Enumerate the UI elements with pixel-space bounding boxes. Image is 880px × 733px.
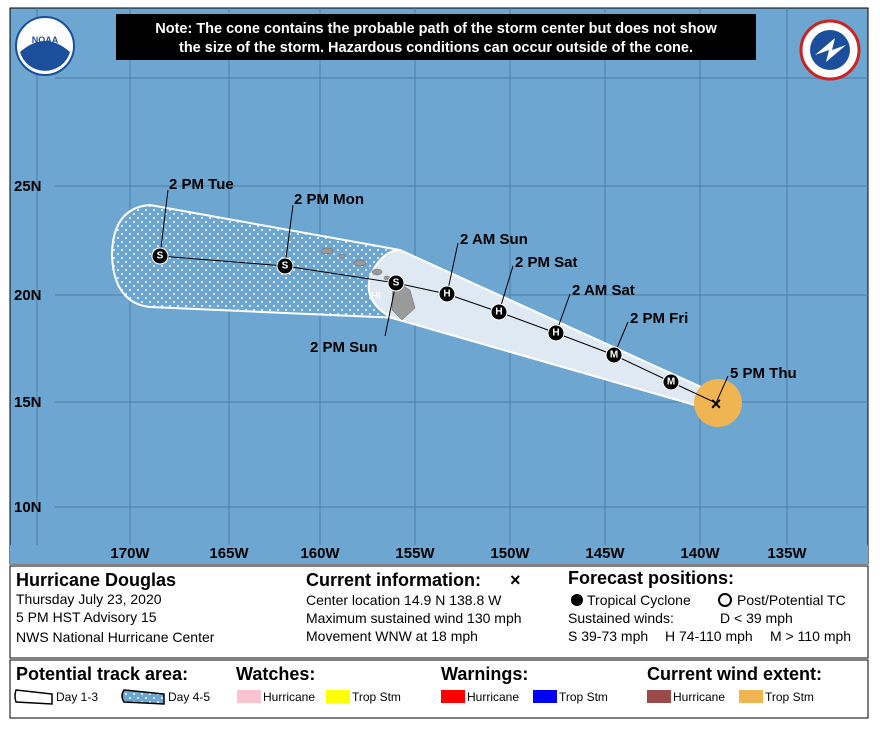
forecast-point [438,285,456,303]
day13: Day 1-3 [56,690,98,704]
lat-label: 15N [14,394,42,411]
point-label: 2 PM Mon [294,191,364,208]
wind-h: H 74-110 mph [665,628,753,644]
storm-advisory: 5 PM HST Advisory 15 [16,609,157,625]
wind-hurricane: Hurricane [673,690,725,704]
state-label: HI [371,291,381,302]
point-letter: S [157,251,164,262]
lon-label: 170W [110,545,150,562]
forecast-point [662,373,680,391]
wind-s: S 39-73 mph [568,628,648,644]
lat-labels: 25N 20N 15N 10N [14,178,42,516]
point-letter: S [282,261,289,272]
point-label: 2 PM Sun [310,339,378,356]
track-title: Potential track area: [16,664,188,684]
forecast-point [605,346,623,364]
point-label: 2 PM Tue [169,176,234,193]
point-letter: M [667,377,675,388]
wind-title: Current wind extent: [647,664,822,684]
wind-m: M > 110 mph [770,628,851,644]
point-label: 2 AM Sun [460,231,528,248]
watch-hurricane: Hurricane [263,690,315,704]
current-position: × [711,394,722,414]
lon-label: 155W [395,545,435,562]
wind-extent [694,379,742,427]
forecast-point [490,303,508,321]
max-wind: Maximum sustained wind 130 mph [306,610,522,626]
lon-labels: 170W 165W 160W 155W 150W 145W 140W 135W [110,545,807,562]
note-line: the size of the storm. Hazardous conditi… [179,40,693,56]
point-label: 2 PM Sat [515,254,578,271]
watches-title: Watches: [236,664,315,684]
point-label: 2 AM Sat [572,282,635,299]
note-box [116,14,756,60]
forecast-point [547,324,565,342]
storm-date: Thursday July 23, 2020 [16,591,162,607]
lon-label: 145W [585,545,625,562]
movement: Movement WNW at 18 mph [306,628,478,644]
lon-label: 165W [209,545,249,562]
info-box [9,565,869,659]
current-symbol: × [510,570,521,590]
storm-name: Hurricane Douglas [16,570,176,590]
forecast-title: Forecast positions: [568,568,734,588]
point-label: 2 PM Fri [630,310,688,327]
lon-label: 150W [490,545,530,562]
lat-label: 25N [14,178,42,195]
warnings-title: Warnings: [441,664,528,684]
point-letter: H [495,307,502,318]
wind-d: D < 39 mph [720,610,793,626]
lat-label: 20N [14,287,42,304]
note-line: Note: The cone contains the probable pat… [155,21,717,37]
cone-day45 [110,203,401,320]
lon-label: 135W [767,545,807,562]
lat-label: 10N [14,499,42,516]
wind-trop: Trop Stm [765,690,814,704]
point-letter: H [552,328,559,339]
center-location: Center location 14.9 N 138.8 W [306,592,502,608]
point-letter: M [610,350,618,361]
forecast-point [276,257,294,275]
logo-text: NOAA [32,35,59,45]
lon-label: 140W [680,545,720,562]
warn-trop: Trop Stm [559,690,608,704]
legend-box [9,659,869,719]
current-title: Current information: [306,570,481,590]
point-letter: H [443,289,450,300]
storm-source: NWS National Hurricane Center [16,629,215,645]
watch-trop: Trop Stm [352,690,401,704]
sustained: Sustained winds: [568,610,674,626]
point-label: 5 PM Thu [730,365,797,382]
point-letter: S [393,278,400,289]
post-tc: Post/Potential TC [737,592,846,608]
forecast-point [387,274,405,292]
forecast-point [151,247,169,265]
tropical: Tropical Cyclone [587,592,691,608]
lon-label: 160W [300,545,340,562]
day45: Day 4-5 [168,690,210,704]
warn-hurricane: Hurricane [467,690,519,704]
